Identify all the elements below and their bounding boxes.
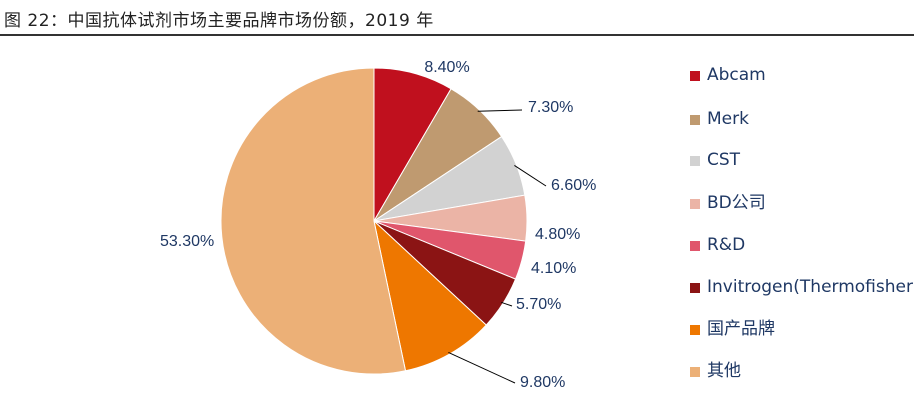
- leader-line-3: [514, 164, 547, 187]
- legend-label: Merk: [707, 109, 749, 129]
- pie-slice-8: [220, 67, 407, 375]
- legend-swatch: [690, 199, 700, 209]
- data-label-5: 4.10%: [531, 260, 576, 277]
- legend-label: R&D: [707, 235, 746, 255]
- legend-label: 其他: [707, 361, 741, 381]
- legend-swatch: [690, 367, 700, 377]
- legend-label: Invitrogen(Thermofisher): [707, 277, 914, 297]
- legend-label: CST: [707, 150, 741, 170]
- legend-item-1: Abcam: [690, 66, 907, 84]
- data-label-3: 6.60%: [551, 177, 596, 194]
- data-label-2: 7.30%: [528, 99, 573, 116]
- legend-swatch: [690, 283, 700, 293]
- leader-line-2: [477, 109, 523, 112]
- figure-title: 图 22：中国抗体试剂市场主要品牌市场份额，2019 年: [4, 11, 434, 31]
- pie-slice-7: [373, 219, 487, 372]
- legend-item-6: Invitrogen(Thermofisher): [690, 277, 914, 297]
- legend-item-7: 国产品牌: [690, 320, 907, 338]
- legend-swatch: [690, 241, 700, 251]
- legend-swatch: [690, 325, 700, 335]
- legend-item-8: 其他: [690, 362, 907, 380]
- legend-item-4: BD公司: [690, 194, 907, 212]
- legend-item-2: Merk: [690, 110, 907, 128]
- data-label-1: 8.40%: [424, 59, 469, 76]
- data-label-7: 9.80%: [520, 374, 565, 391]
- leader-line-7: [448, 351, 516, 384]
- data-label-4: 4.80%: [535, 226, 580, 243]
- data-label-6: 5.70%: [516, 296, 561, 313]
- data-label-8: 53.30%: [160, 233, 214, 250]
- legend-swatch: [690, 156, 700, 166]
- legend-swatch: [690, 115, 700, 125]
- legend-swatch: [690, 71, 700, 81]
- legend-item-3: CST: [690, 151, 907, 169]
- legend-label: BD公司: [707, 193, 766, 213]
- legend-label: 国产品牌: [707, 319, 775, 339]
- legend-item-5: R&D: [690, 236, 907, 254]
- title-divider: [0, 34, 914, 36]
- legend-label: Abcam: [707, 65, 766, 85]
- leader-line-6: [501, 301, 513, 307]
